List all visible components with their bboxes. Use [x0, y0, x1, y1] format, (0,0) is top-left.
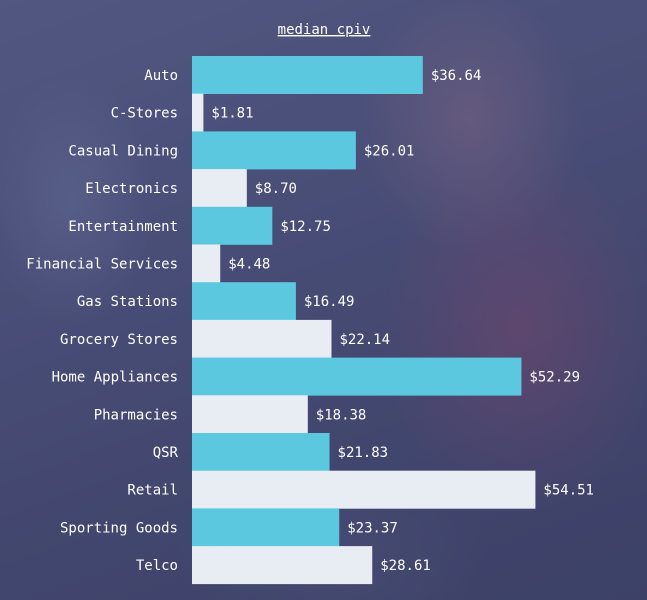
category-label: Home Appliances — [52, 370, 178, 386]
bar — [192, 169, 247, 208]
value-label: $23.37 — [347, 520, 398, 536]
category-label: Entertainment — [68, 219, 178, 235]
chart-title: median cpiv — [278, 22, 371, 38]
bar — [192, 319, 332, 358]
category-label: Auto — [144, 68, 178, 84]
bar — [192, 395, 308, 434]
value-label: $54.51 — [543, 483, 594, 499]
value-label: $8.70 — [255, 181, 297, 197]
bar — [192, 357, 522, 396]
bar — [192, 56, 423, 94]
value-label: $16.49 — [304, 294, 355, 310]
bar — [192, 546, 373, 585]
bar — [192, 470, 536, 509]
category-label: Sporting Goods — [60, 520, 178, 536]
bars-layer: Auto $36.64 C-Stores $1.81 Casual Dining $26.… — [26, 56, 594, 585]
category-label: Casual Dining — [68, 143, 178, 159]
value-label: $1.81 — [211, 106, 253, 122]
bar — [192, 93, 204, 132]
category-label: Electronics — [85, 181, 178, 197]
category-label: Telco — [136, 558, 178, 574]
value-label: $4.48 — [228, 257, 270, 273]
value-label: $18.38 — [316, 407, 367, 423]
category-label: C-Stores — [111, 106, 178, 122]
bar — [192, 433, 330, 471]
category-label: QSR — [153, 445, 179, 461]
bar — [192, 206, 273, 245]
category-label: Financial Services — [26, 257, 178, 273]
value-label: $28.61 — [380, 558, 431, 574]
value-label: $52.29 — [529, 370, 580, 386]
category-label: Pharmacies — [94, 407, 178, 423]
category-label: Gas Stations — [77, 294, 178, 310]
bar — [192, 131, 356, 170]
value-label: $12.75 — [280, 219, 331, 235]
bar — [192, 244, 221, 283]
value-label: $26.01 — [364, 143, 415, 159]
bar — [192, 508, 340, 547]
value-label: $22.14 — [339, 332, 390, 348]
value-label: $21.83 — [338, 445, 389, 461]
category-label: Retail — [127, 483, 178, 499]
value-label: $36.64 — [431, 68, 482, 84]
category-label: Grocery Stores — [60, 332, 178, 348]
bar — [192, 282, 296, 321]
